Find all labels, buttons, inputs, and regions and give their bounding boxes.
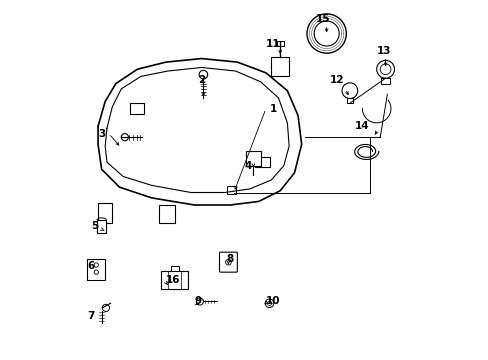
Circle shape xyxy=(199,70,207,79)
Bar xyxy=(271,57,288,76)
Text: 5: 5 xyxy=(91,221,98,231)
Bar xyxy=(130,103,144,114)
Text: 12: 12 xyxy=(329,75,344,85)
Bar xyxy=(170,266,179,271)
Text: 16: 16 xyxy=(165,275,180,285)
Circle shape xyxy=(94,270,98,274)
FancyBboxPatch shape xyxy=(219,252,237,272)
Circle shape xyxy=(376,60,394,78)
Circle shape xyxy=(94,263,98,267)
Bar xyxy=(87,258,105,280)
Bar xyxy=(159,205,175,223)
Text: 11: 11 xyxy=(265,39,280,49)
Bar xyxy=(161,271,188,289)
Text: 7: 7 xyxy=(87,311,94,321)
Circle shape xyxy=(306,14,346,53)
Circle shape xyxy=(121,134,128,141)
Text: 13: 13 xyxy=(376,46,390,57)
Text: 2: 2 xyxy=(198,75,205,85)
Circle shape xyxy=(102,304,109,311)
Bar xyxy=(381,78,389,84)
Text: 6: 6 xyxy=(87,261,94,271)
Bar xyxy=(97,220,106,233)
Text: 3: 3 xyxy=(98,129,105,139)
Circle shape xyxy=(341,83,357,99)
Circle shape xyxy=(264,299,273,307)
Bar xyxy=(346,98,352,103)
Circle shape xyxy=(313,21,339,46)
Circle shape xyxy=(380,64,390,75)
Text: 8: 8 xyxy=(226,253,233,264)
Circle shape xyxy=(267,301,271,305)
Text: 15: 15 xyxy=(315,14,330,24)
Bar xyxy=(226,186,235,194)
Text: 1: 1 xyxy=(269,104,276,113)
Text: 4: 4 xyxy=(244,161,251,171)
Bar xyxy=(246,151,260,166)
Bar xyxy=(98,203,112,223)
Text: 9: 9 xyxy=(194,296,201,306)
Text: 10: 10 xyxy=(265,296,280,306)
Circle shape xyxy=(225,259,231,265)
Bar xyxy=(276,41,283,46)
Circle shape xyxy=(196,298,203,305)
Bar xyxy=(255,157,269,167)
Text: 14: 14 xyxy=(354,121,369,131)
